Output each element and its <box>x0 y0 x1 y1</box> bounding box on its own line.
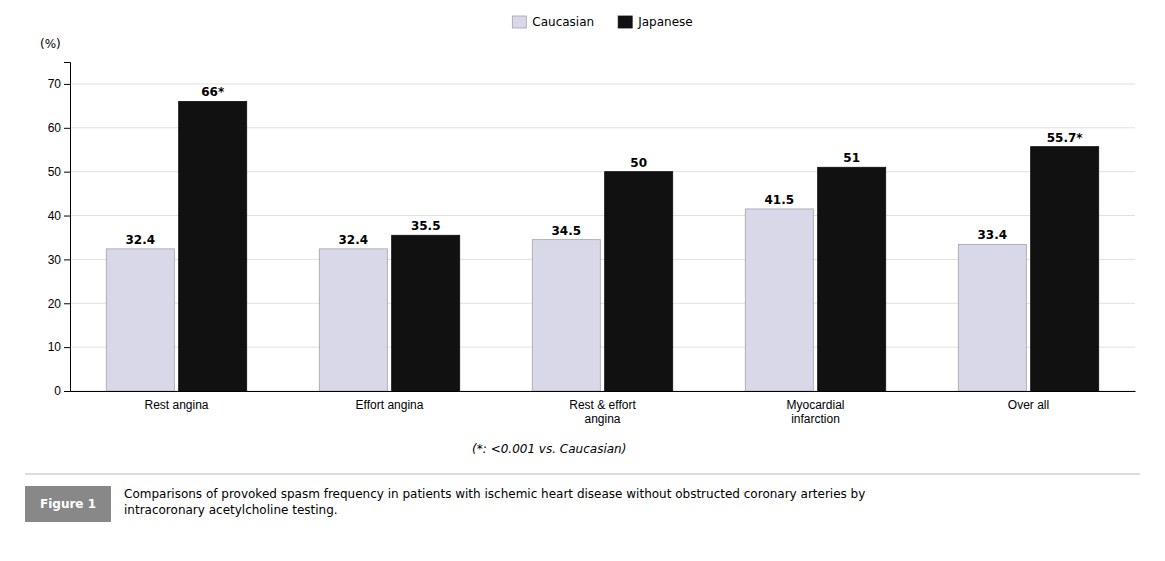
x-axis-line <box>71 391 1136 392</box>
y-tick: 50 <box>48 165 70 179</box>
figure-label-box <box>25 486 111 522</box>
data-label: 41.5 <box>765 193 795 207</box>
plot: 010203040506070Rest anginaEffort anginaR… <box>48 63 1136 426</box>
y-axis-line <box>64 63 71 392</box>
y-tick: 40 <box>48 209 70 223</box>
y-tick-mark <box>64 84 70 85</box>
y-axis-title: (%) <box>40 37 61 51</box>
x-axis: Rest angina Effort angina Rest & effortang… <box>71 392 1136 426</box>
bar <box>818 167 886 391</box>
x-tick-label-line: angina <box>584 412 620 426</box>
y-tick: 30 <box>48 253 70 267</box>
y-tick-label: 50 <box>48 165 62 179</box>
bar <box>1031 147 1099 391</box>
legend-item: Japanese <box>618 15 693 29</box>
data-label: 50 <box>630 156 647 170</box>
y-tick-label: 10 <box>48 340 62 354</box>
grid <box>70 84 1135 391</box>
x-tick-label-line: Rest angina <box>144 398 208 412</box>
y-tick: 60 <box>48 121 70 135</box>
series <box>179 101 1099 391</box>
bar <box>958 244 1026 391</box>
x-tick-label-line: Myocardial <box>786 398 844 412</box>
bar <box>179 101 247 391</box>
x-tick: Rest angina <box>144 398 208 412</box>
y-tick-label: 20 <box>48 297 62 311</box>
y-tick-label: 30 <box>48 253 62 267</box>
legend-swatch <box>512 16 526 28</box>
y-tick-mark <box>64 216 70 217</box>
bars <box>106 101 1098 391</box>
data-label: 34.5 <box>552 224 582 238</box>
x-tick-label-line: Effort angina <box>356 398 424 412</box>
caption: Comparisons of provoked spasm frequency … <box>124 487 865 517</box>
x-tick: Myocardialinfarction <box>786 398 844 426</box>
x-tick-label-line: Over all <box>1008 398 1049 412</box>
y-tick-mark <box>64 303 70 304</box>
x-tick-label: Rest & effortangina <box>569 398 636 426</box>
data-label: 35.5 <box>411 219 441 233</box>
figure-label: Figure 1 <box>40 497 96 511</box>
data-label: 55.7* <box>1047 131 1084 145</box>
x-tick-label-line: infarction <box>791 412 840 426</box>
y-tick-label: 0 <box>54 384 61 398</box>
x-tick-label: Effort angina <box>356 398 424 412</box>
y-tick: 0 <box>54 384 70 398</box>
x-tick: Over all <box>1008 398 1049 412</box>
bar <box>106 249 174 391</box>
y-tick-mark <box>64 259 70 260</box>
y-tick-mark <box>64 347 70 348</box>
caption-line: intracoronary acetylcholine testing. <box>124 503 338 517</box>
grid-line <box>70 83 1135 84</box>
x-tick: Effort angina <box>356 398 424 412</box>
x-tick-label: Rest angina <box>144 398 208 412</box>
data-label: 51 <box>843 151 860 165</box>
legend-label: Japanese <box>637 15 693 29</box>
data-label: 32.4 <box>339 233 369 247</box>
chart: 010203040506070Rest anginaEffort anginaR… <box>0 0 1165 561</box>
x-tick-label-line: Rest & effort <box>569 398 636 412</box>
separator <box>25 474 1140 475</box>
footnote: (*: <0.001 vs. Caucasian) <box>472 442 626 456</box>
y-tick-mark <box>64 128 70 129</box>
legend: Caucasian Japanese <box>512 15 692 29</box>
x-tick-label: Myocardialinfarction <box>786 398 844 426</box>
y-tick-mark <box>64 391 70 392</box>
y-tick-label: 60 <box>48 121 62 135</box>
y-tick-mark <box>64 172 70 173</box>
y-tick-label: 70 <box>48 77 62 91</box>
data-label: 33.4 <box>978 228 1008 242</box>
bar <box>392 235 460 391</box>
bar <box>605 172 673 391</box>
data-label: 32.4 <box>126 233 156 247</box>
y-tick: 10 <box>48 340 70 354</box>
y-tick: 70 <box>48 77 70 91</box>
caption-line: Comparisons of provoked spasm frequency … <box>124 487 865 501</box>
bar <box>745 209 813 391</box>
bar <box>532 240 600 391</box>
y-tick-label: 40 <box>48 209 62 223</box>
legend-swatch <box>618 16 632 28</box>
legend-label: Caucasian <box>532 15 594 29</box>
y-axis: 0 10 20 30 40 50 60 70 <box>48 63 71 399</box>
legend-item: Caucasian <box>512 15 594 29</box>
bar <box>319 249 387 391</box>
x-tick: Rest & effortangina <box>569 398 636 426</box>
x-tick-label: Over all <box>1008 398 1049 412</box>
data-label: 66* <box>201 85 225 99</box>
y-tick: 20 <box>48 297 70 311</box>
data-labels: 32.4 32.4 34.5 41.5 33.4 66* 35.5 50 51 55.7* <box>126 85 1084 246</box>
